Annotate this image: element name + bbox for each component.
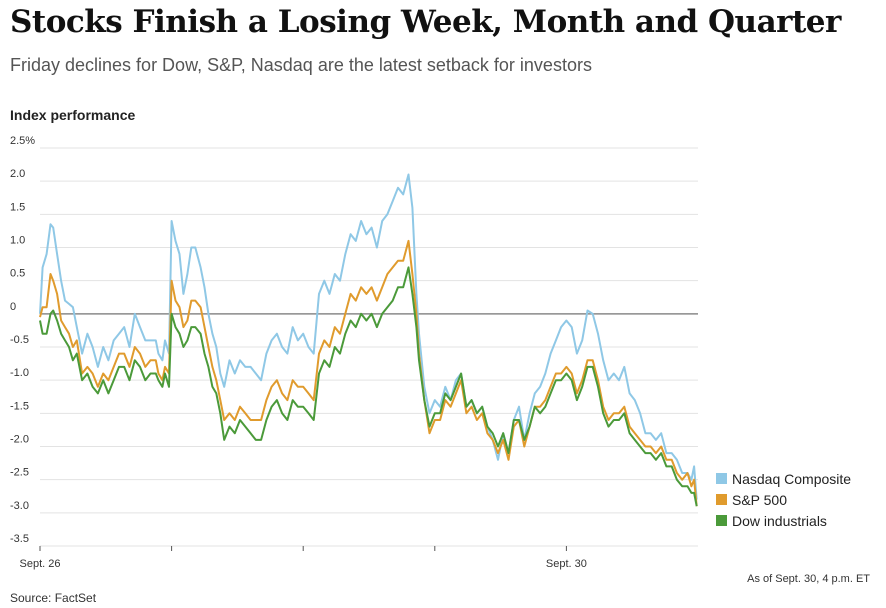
y-tick-label: 1.0 <box>10 235 25 247</box>
y-tick-label: 2.0 <box>10 168 25 180</box>
x-tick-label: Sept. 30 <box>546 558 587 570</box>
as-of-note: As of Sept. 30, 4 p.m. ET <box>747 573 870 585</box>
series-lines <box>39 173 698 507</box>
legend-item-dow: Dow industrials <box>716 511 851 530</box>
y-tick-label: -3.0 <box>10 500 29 512</box>
series-line-sp500 <box>39 239 698 507</box>
legend-swatch-nasdaq <box>716 473 727 484</box>
chart-title: Stocks Finish a Losing Week, Month and Q… <box>10 4 841 40</box>
x-axis-ticks: Sept. 26 Sept. 30 <box>20 546 587 570</box>
y-tick-label: -2.0 <box>10 434 29 446</box>
legend-label-dow: Dow industrials <box>732 512 827 529</box>
legend-label-nasdaq: Nasdaq Composite <box>732 470 852 487</box>
y-tick-label: -1.0 <box>10 367 29 379</box>
legend-item-sp500: S&P 500 <box>716 490 851 509</box>
y-tick-label: -3.5 <box>10 533 29 545</box>
y-tick-label: -0.5 <box>10 334 29 346</box>
y-tick-label: 0.5 <box>10 268 25 280</box>
gridlines <box>40 147 698 547</box>
legend-swatch-dow <box>716 515 727 526</box>
y-axis-title: Index performance <box>10 107 136 123</box>
y-tick-label: 0 <box>10 301 16 313</box>
y-axis-tick-labels: 2.5% 2.0 1.5 1.0 0.5 0 -0.5 -1.0 -1.5 -2.0 -2.5 -3.… <box>10 135 35 545</box>
series-line-nasdaq <box>39 173 698 500</box>
legend: Nasdaq Composite S&P 500 Dow industrials <box>716 469 851 532</box>
y-tick-label: -2.5 <box>10 467 29 479</box>
y-tick-label: 1.5 <box>10 201 25 213</box>
legend-swatch-sp500 <box>716 494 727 505</box>
chart-subtitle: Friday declines for Dow, S&P, Nasdaq are… <box>10 55 592 75</box>
source-note: Source: FactSet <box>10 591 97 605</box>
x-tick-label: Sept. 26 <box>20 558 61 570</box>
y-tick-label: 2.5% <box>10 135 35 147</box>
legend-label-sp500: S&P 500 <box>732 491 788 508</box>
legend-item-nasdaq: Nasdaq Composite <box>716 469 851 488</box>
series-line-dow <box>39 266 698 507</box>
y-tick-label: -1.5 <box>10 400 29 412</box>
